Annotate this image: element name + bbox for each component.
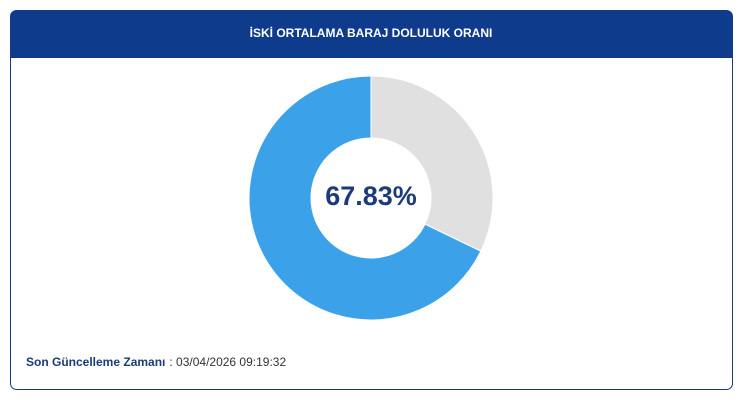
footer-value: : 03/04/2026 09:19:32 [169, 355, 286, 369]
center-label: 67.83% [325, 181, 417, 211]
donut-slice [248, 75, 482, 321]
donut-slice [370, 75, 494, 252]
donut [248, 75, 494, 321]
card-header [10, 10, 733, 58]
footer: Son Güncelleme Zamanı : 03/04/2026 09:19:… [26, 355, 286, 369]
footer-label: Son Güncelleme Zamanı [26, 355, 165, 369]
chart-title: İSKİ ORTALAMA BARAJ DOLULUK ORANI [250, 25, 493, 40]
